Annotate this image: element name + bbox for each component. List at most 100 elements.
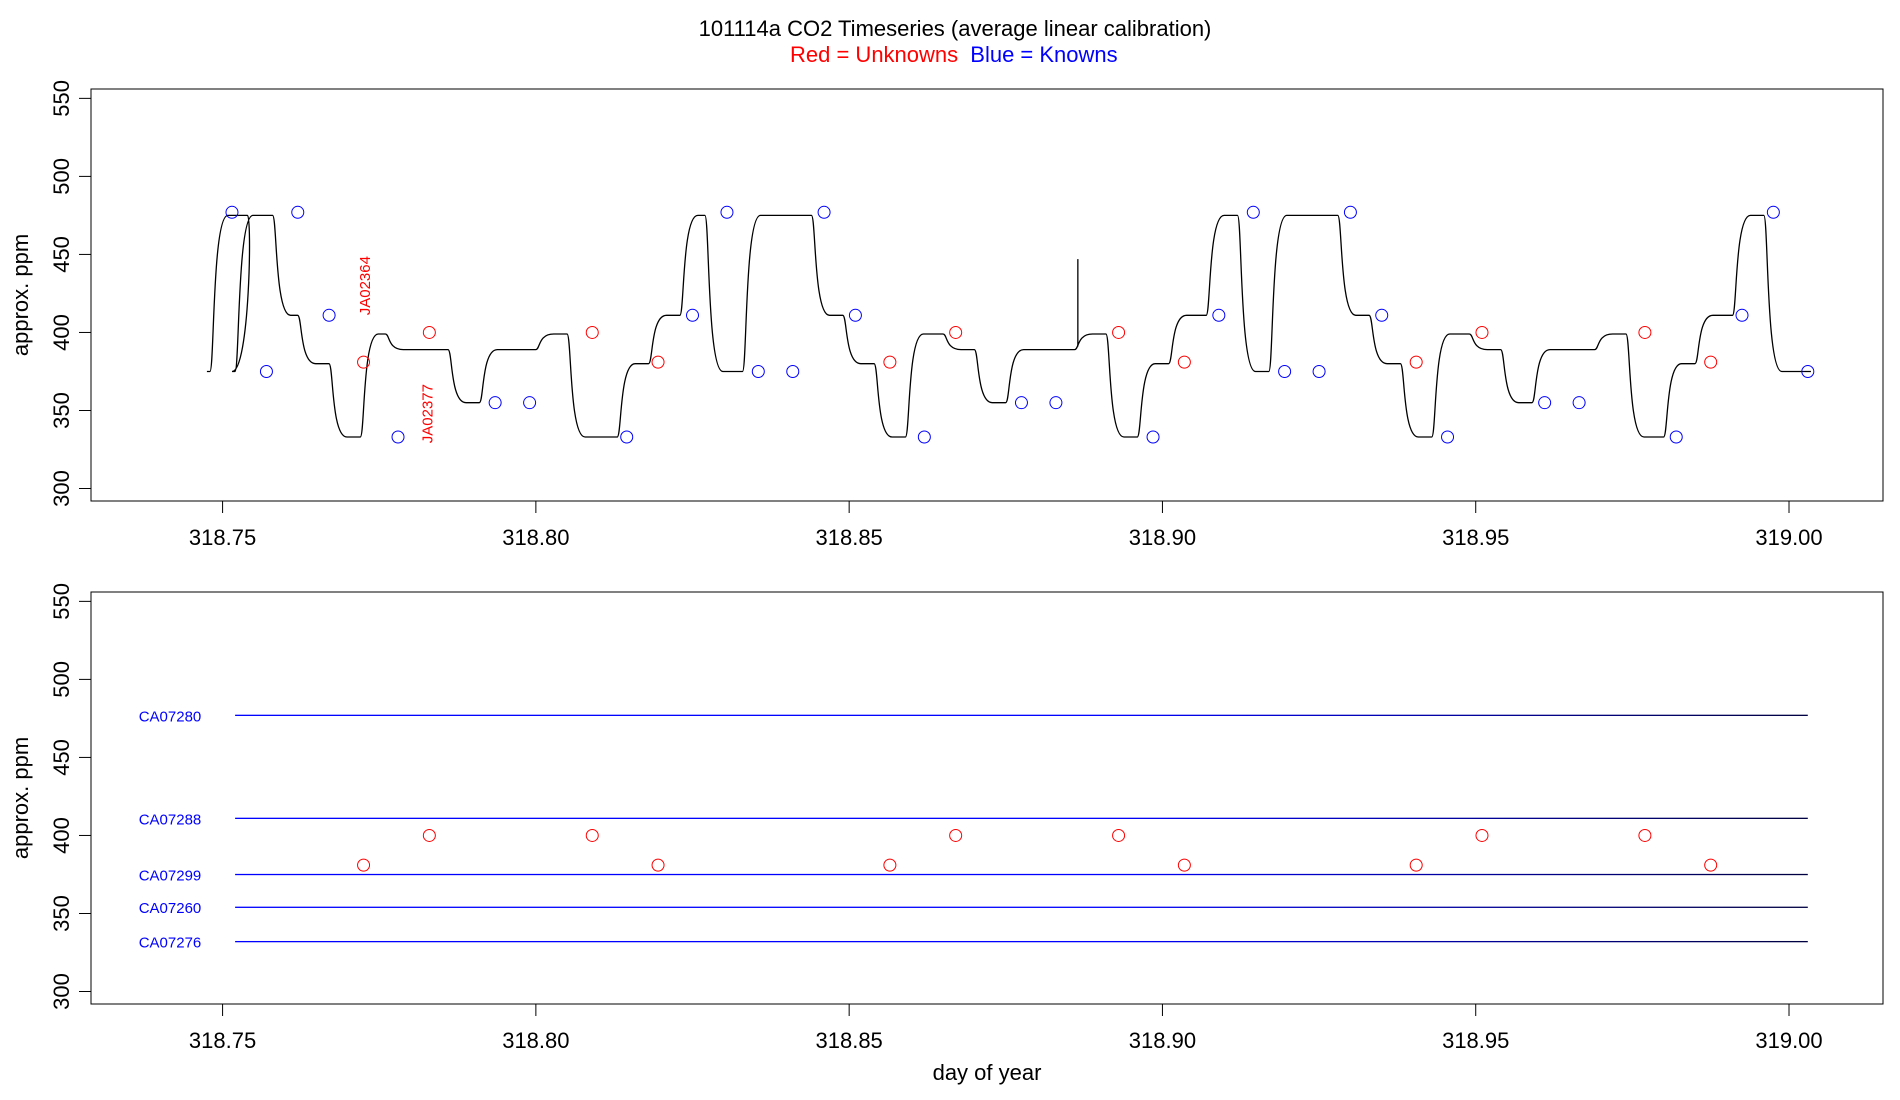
standard-line-ca07299: [235, 873, 1808, 876]
y-tick-label: 350: [49, 392, 74, 429]
known-point: [1014, 396, 1028, 410]
known-point: [786, 364, 800, 378]
known-point: [917, 430, 931, 444]
y-tick-label: 450: [49, 739, 74, 776]
known-point: [848, 308, 862, 322]
unknown-point: [883, 858, 897, 872]
unknown-point: [883, 355, 897, 369]
color-legend: Red = Unknowns Blue = Knowns: [790, 42, 1118, 67]
known-point: [720, 205, 734, 219]
y-tick-label: 550: [49, 80, 74, 117]
unknown-point: [1177, 858, 1191, 872]
bottom-panel-unknowns-vs-standards: 318.75 318.80 318.85 318.90 318.95 319.00 300 3…: [8, 583, 1884, 1085]
known-point: [620, 430, 634, 444]
y-tick-label: 300: [49, 470, 74, 507]
top-panel-timeseries: 318.75 318.80 318.85 318.90 318.95 319.00 300 3…: [8, 80, 1884, 550]
known-point: [1669, 430, 1683, 444]
unknown-point: [1475, 828, 1489, 842]
legend-knowns: Blue = Knowns: [970, 42, 1117, 67]
x-tick-label: 318.80: [502, 1028, 569, 1053]
x-tick-label: 318.75: [189, 525, 256, 550]
known-point: [291, 205, 305, 219]
y-tick-label: 500: [49, 158, 74, 195]
unknown-point: [1177, 355, 1191, 369]
unknown-point: [1704, 355, 1718, 369]
known-point: [1801, 364, 1815, 378]
sample-annotation: JA02377: [419, 384, 436, 443]
standard-line-ca07276: [235, 940, 1808, 943]
unknown-point: [1704, 858, 1718, 872]
x-axis-label: day of year: [933, 1060, 1042, 1085]
unknown-point: [1409, 355, 1423, 369]
standard-label: CA07260: [139, 900, 202, 917]
x-tick-label: 318.85: [816, 1028, 883, 1053]
standard-label: CA07299: [139, 867, 202, 884]
x-tick-label: 319.00: [1755, 1028, 1822, 1053]
known-point: [1441, 430, 1455, 444]
legend-unknowns: Red = Unknowns: [790, 42, 958, 67]
co2-trace-line: [206, 214, 1811, 438]
standard-line-ca07280: [235, 714, 1808, 716]
figure-title: 101114a CO2 Timeseries (average linear c…: [699, 16, 1212, 41]
known-point: [488, 396, 502, 410]
y-tick-label: 500: [49, 661, 74, 698]
plot-frame: [90, 591, 1884, 1005]
known-point: [322, 308, 336, 322]
unknown-point: [651, 858, 665, 872]
standard-label: CA07288: [139, 811, 202, 828]
standard-line-ca07260: [235, 906, 1808, 908]
known-point: [1766, 205, 1780, 219]
unknown-point: [1409, 858, 1423, 872]
known-point: [1572, 396, 1586, 410]
standard-label: CA07280: [139, 708, 202, 725]
y-axis-label: approx. ppm: [8, 234, 33, 356]
unknown-point: [585, 325, 599, 339]
known-point: [225, 205, 239, 219]
x-tick-label: 318.80: [502, 525, 569, 550]
unknown-point: [422, 325, 436, 339]
known-point: [259, 364, 273, 378]
known-point: [1343, 205, 1357, 219]
sample-annotation: JA02364: [357, 256, 374, 315]
known-point: [1146, 430, 1160, 444]
x-tick-label: 318.95: [1442, 1028, 1509, 1053]
plot-frame: [90, 88, 1884, 502]
x-tick-label: 318.75: [189, 1028, 256, 1053]
y-tick-label: 550: [49, 583, 74, 620]
unknown-point: [949, 325, 963, 339]
known-point: [817, 205, 831, 219]
unknown-point: [585, 828, 599, 842]
y-tick-label: 450: [49, 236, 74, 273]
standard-line-ca07288: [235, 817, 1808, 819]
known-point: [1212, 308, 1226, 322]
x-tick-label: 319.00: [1755, 525, 1822, 550]
known-point: [391, 430, 405, 444]
unknown-point: [949, 828, 963, 842]
x-tick-label: 318.90: [1129, 1028, 1196, 1053]
y-tick-label: 400: [49, 314, 74, 351]
known-point: [1375, 308, 1389, 322]
known-point: [523, 396, 537, 410]
known-point: [1278, 364, 1292, 378]
known-point: [1312, 364, 1326, 378]
standard-label: CA07276: [139, 935, 202, 952]
known-point: [751, 364, 765, 378]
unknown-point: [1638, 325, 1652, 339]
unknown-point: [357, 858, 371, 872]
y-tick-label: 350: [49, 895, 74, 932]
unknown-point: [1638, 828, 1652, 842]
known-point: [1246, 205, 1260, 219]
x-tick-label: 318.85: [816, 525, 883, 550]
x-tick-label: 318.90: [1129, 525, 1196, 550]
known-point: [1735, 308, 1749, 322]
unknown-point: [1475, 325, 1489, 339]
y-tick-label: 400: [49, 817, 74, 854]
unknown-point: [1112, 828, 1126, 842]
known-point: [1538, 396, 1552, 410]
unknown-point: [357, 355, 371, 369]
x-tick-label: 318.95: [1442, 525, 1509, 550]
y-tick-label: 300: [49, 973, 74, 1010]
known-point: [1049, 396, 1063, 410]
y-axis-label: approx. ppm: [8, 737, 33, 859]
